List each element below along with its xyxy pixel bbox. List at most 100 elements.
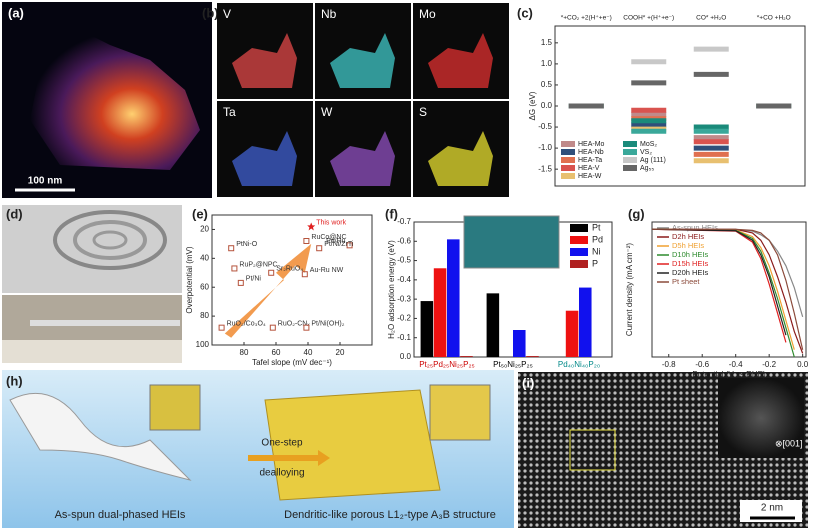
y-tick-label: -0.7 [397,217,411,226]
point-label: Pt/Ni(OH)₂ [311,321,344,328]
x-category: Pd₄₀Ni₄₀P₂₀ [558,360,600,369]
panel-label: (e) [192,206,208,221]
legend-label: HEA-V [578,165,600,172]
curve [652,228,804,350]
data-point [307,222,316,231]
eds-signal [232,33,297,88]
panel-label: (i) [522,375,534,390]
y-tick-label: 0.5 [541,80,553,89]
x-category: Pt₂₅Pd₂₅Ni₂₅P₂₅ [419,360,475,369]
y-tick-label: -1.5 [538,164,552,173]
fft-inset [718,378,804,458]
legend-label: D15h HEIs [672,259,709,268]
point-label: RuP₂@NPC [239,261,277,268]
x-tick-label: -0.4 [729,360,743,369]
x-axis-title: Tafel slope (mV dec⁻¹) [252,358,332,367]
x-category: COOH* +(H⁺+e⁻) [623,15,674,22]
point-label: Pt/Ni/ZrTi [324,241,354,248]
plot-frame [651,221,807,358]
x-category: Pt₅₀Ni₂₅P₂₅ [493,360,533,369]
x-axis-title: Potential (V vs RHE) [692,370,766,379]
panel-label: (a) [8,5,24,20]
data-point [303,238,310,244]
data-point [231,265,238,272]
y-tick-label: 0.0 [400,352,412,361]
legend-swatch [561,149,575,155]
data-point [218,324,225,331]
x-tick-label: -0.2 [762,360,776,369]
particle [30,30,200,170]
legend-swatch [623,165,637,171]
legend-swatch [561,165,575,171]
legend-swatch [561,141,575,147]
cube [149,384,201,431]
bar [565,310,579,357]
legend-label: MoS₂ [640,141,657,148]
eds-signal [330,131,395,186]
panel-label: (c) [517,5,533,20]
legend-label: HEA-Ta [578,157,602,164]
curve [652,228,804,354]
eds-signal [428,131,493,186]
map-label: S [419,105,427,119]
legend-label: VS₂ [640,149,652,156]
x-tick-label: -0.6 [695,360,709,369]
ribbon [30,320,180,326]
x-tick-label: 80 [240,348,249,357]
legend-label: Ag (111) [640,157,666,164]
legend-label: Pd [592,234,603,244]
data-point [316,245,323,252]
legend-label: Ni [592,246,601,256]
map-label: Ta [223,105,236,119]
map-label: Nb [321,7,337,21]
y-axis-title: H₂O adsorption energy (eV) [387,240,396,339]
point-label: PtNi-O [236,241,258,248]
point-label: Au-Ru NW [310,267,344,274]
x-category: *+CO +H₂O [757,15,791,22]
legend-label: Ag₅₅ [640,165,654,172]
legend-label: Pt sheet [672,277,700,286]
legend-label: D2h HEIs [672,232,704,241]
y-tick-label: 0.0 [541,101,553,110]
coil [73,220,147,260]
y-tick-label: 80 [200,311,209,320]
photo [2,205,182,293]
map-label: W [321,105,333,119]
y-axis-title: ΔG (eV) [528,91,537,120]
bar [579,287,592,357]
panel-label: (f) [385,206,398,221]
bar [447,239,460,357]
panel-label: (g) [628,206,645,221]
roi-box [569,429,616,471]
x-tick-label: 40 [304,348,313,357]
point-label: RuO₂-CNₓ [278,321,311,328]
x-tick-label: 60 [272,348,281,357]
point-label: This work [316,219,346,226]
legend-swatch [623,141,637,147]
legend-label: D20h HEIs [672,268,709,277]
caption: As-spun dual-phased HEIs [55,509,186,521]
y-tick-label: 20 [200,225,209,234]
y-tick-label: 1.5 [541,38,553,47]
map-label: V [223,7,231,21]
legend-swatch [623,157,637,163]
scale-label: 100 nm [28,176,63,187]
y-tick-label: -0.6 [397,236,411,245]
y-tick-label: 40 [200,253,209,262]
legend-swatch [561,173,575,179]
data-point [228,245,235,252]
point-label: RuCo@NC [311,234,346,241]
step-label: One-step [261,438,303,449]
map-label: Mo [419,7,436,21]
eds-signal [330,33,395,88]
bar [486,293,500,357]
panel-label: (d) [6,206,23,221]
x-tick-label: 0.0 [797,360,809,369]
zone-axis: ⊗[001] [775,438,803,448]
arrow [248,450,330,466]
coil [92,230,128,250]
y-axis-title: Overpotential (mV) [185,246,194,313]
data-point [268,269,275,276]
data-point [237,279,244,286]
point-label: RuO₂/Co₃O₄ [227,321,266,328]
